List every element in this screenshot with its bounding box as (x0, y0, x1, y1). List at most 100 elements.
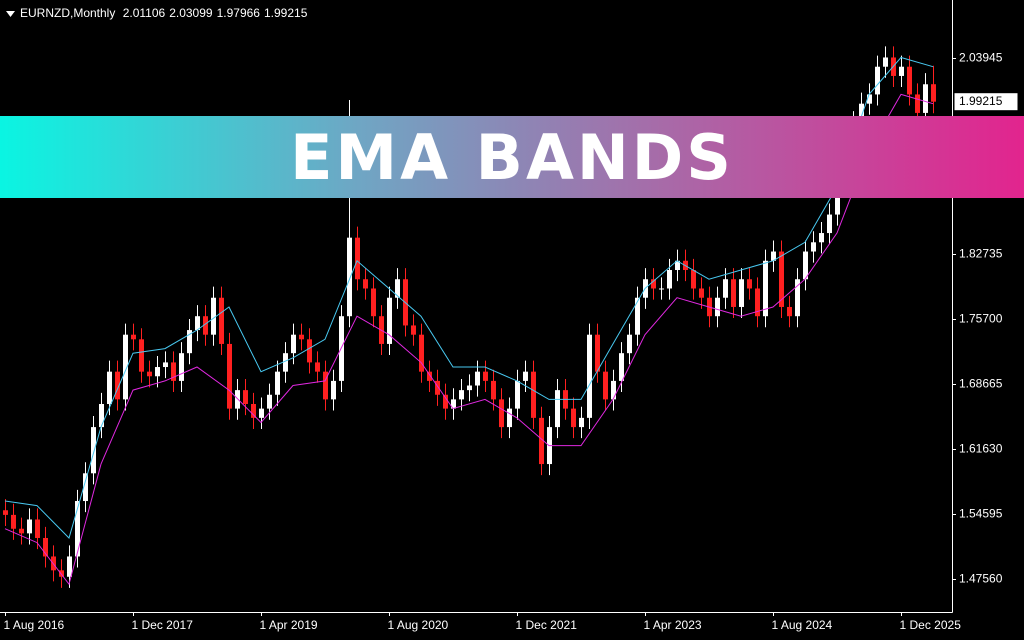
candle-body (827, 214, 832, 234)
candle-body (731, 279, 736, 307)
candle-body (387, 297, 392, 344)
candle-body (739, 279, 744, 307)
candle-body (307, 339, 312, 363)
candle-body (779, 251, 784, 307)
candle-body (115, 371, 120, 400)
candle-body (915, 94, 920, 113)
candle-body (819, 233, 824, 243)
candle-body (811, 242, 816, 252)
current-price-box (954, 93, 1018, 111)
candle-body (291, 334, 296, 354)
candle-body (587, 334, 592, 418)
candle-body (347, 237, 352, 317)
candle-body (35, 519, 40, 538)
candle-body (91, 427, 96, 474)
candle-body (491, 380, 496, 400)
x-tick-label: 1 Dec 2025 (900, 618, 962, 632)
x-tick-label: 1 Dec 2021 (516, 618, 578, 632)
candle-body (787, 306, 792, 317)
y-tick-label: 1.82735 (959, 247, 1003, 261)
dropdown-icon[interactable] (6, 10, 16, 18)
candle-body (395, 279, 400, 298)
symbol-title: EURNZD,Monthly (20, 6, 116, 20)
x-tick-label: 1 Aug 2024 (772, 618, 833, 632)
candle-body (99, 403, 104, 428)
candle-body (323, 371, 328, 400)
candle-body (627, 334, 632, 354)
candle-body (451, 399, 456, 409)
candle-body (755, 288, 760, 317)
banner-title: EMA BANDS (290, 120, 734, 194)
candle-body (691, 270, 696, 289)
candle-body (619, 353, 624, 381)
candle-body (539, 417, 544, 465)
candle-body (267, 394, 272, 409)
candle-body (27, 519, 32, 534)
candle-body (515, 380, 520, 409)
candle-body (899, 66, 904, 76)
candle-body (195, 316, 200, 331)
candle-body (75, 501, 80, 557)
candle-body (355, 237, 360, 280)
y-tick-label: 1.47560 (959, 572, 1003, 586)
candle-body (219, 297, 224, 344)
x-tick-label: 1 Aug 2016 (4, 618, 65, 632)
candle-body (83, 473, 88, 502)
candle-body (699, 288, 704, 298)
y-tick-label: 1.68665 (959, 377, 1003, 391)
candle-body (803, 251, 808, 280)
axes: 2.03945 1.82735 1.75700 1.68665 1.61630 1.545… (4, 51, 1018, 632)
last-close: 1.99215 (263, 6, 308, 20)
y-tick-label: 1.75700 (959, 312, 1003, 326)
candle-body (635, 297, 640, 335)
candle-body (795, 279, 800, 317)
candle-body (243, 390, 248, 404)
candle-body (331, 380, 336, 400)
x-tick-label: 1 Apr 2019 (260, 618, 318, 632)
candle-body (651, 279, 656, 289)
candle-body (723, 279, 728, 298)
candle-body (139, 339, 144, 372)
candle-body (3, 510, 8, 515)
candle-body (867, 94, 872, 104)
candle-body (147, 371, 152, 377)
candle-body (363, 279, 368, 289)
candle-body (555, 390, 560, 428)
candle-body (571, 408, 576, 428)
candle-body (123, 334, 128, 400)
candle-body (667, 270, 672, 289)
chart-header: EURNZD,Monthly 2.01106 2.03099 1.97966 1.99… (6, 6, 311, 20)
candle-body (499, 399, 504, 428)
y-tick-label: 2.03945 (959, 51, 1003, 65)
candle-body (299, 334, 304, 340)
candle-body (595, 334, 600, 372)
candle-body (131, 334, 136, 340)
candle-body (163, 362, 168, 368)
candle-body (659, 288, 664, 290)
banner: EMA BANDS (0, 116, 1024, 198)
candle-body (763, 260, 768, 317)
candle-body (107, 371, 112, 404)
candle-body (531, 371, 536, 418)
candle-body (283, 353, 288, 372)
candle-body (315, 362, 320, 372)
candle-body (523, 371, 528, 381)
candle-body (179, 353, 184, 381)
candle-body (603, 371, 608, 400)
candle-body (459, 390, 464, 400)
candle-body (467, 385, 472, 391)
candle-body (675, 260, 680, 271)
candle-body (475, 371, 480, 386)
x-tick-label: 1 Apr 2023 (644, 618, 702, 632)
x-tick-label: 1 Aug 2020 (388, 618, 449, 632)
candle-body (835, 186, 840, 215)
candle-body (883, 57, 888, 67)
candle-body (251, 403, 256, 418)
candle-body (275, 371, 280, 395)
candle-body (259, 408, 264, 418)
y-tick-label: 1.54595 (959, 507, 1003, 521)
candle-body (859, 103, 864, 123)
